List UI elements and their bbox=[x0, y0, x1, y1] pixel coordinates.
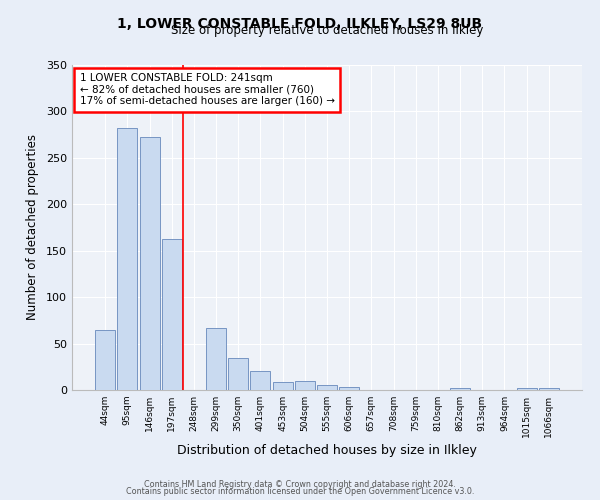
Bar bbox=[228, 358, 248, 390]
Bar bbox=[517, 388, 536, 390]
Bar bbox=[118, 128, 137, 390]
Text: Contains HM Land Registry data © Crown copyright and database right 2024.: Contains HM Land Registry data © Crown c… bbox=[144, 480, 456, 489]
Bar bbox=[272, 382, 293, 390]
Y-axis label: Number of detached properties: Number of detached properties bbox=[26, 134, 39, 320]
Title: Size of property relative to detached houses in Ilkley: Size of property relative to detached ho… bbox=[171, 24, 483, 38]
Bar bbox=[450, 388, 470, 390]
Bar bbox=[317, 386, 337, 390]
Bar bbox=[250, 372, 271, 390]
Text: 1 LOWER CONSTABLE FOLD: 241sqm
← 82% of detached houses are smaller (760)
17% of: 1 LOWER CONSTABLE FOLD: 241sqm ← 82% of … bbox=[80, 73, 335, 106]
Bar bbox=[95, 330, 115, 390]
Text: Contains public sector information licensed under the Open Government Licence v3: Contains public sector information licen… bbox=[126, 487, 474, 496]
X-axis label: Distribution of detached houses by size in Ilkley: Distribution of detached houses by size … bbox=[177, 444, 477, 457]
Bar bbox=[339, 387, 359, 390]
Text: 1, LOWER CONSTABLE FOLD, ILKLEY, LS29 8UB: 1, LOWER CONSTABLE FOLD, ILKLEY, LS29 8U… bbox=[118, 18, 482, 32]
Bar bbox=[162, 238, 182, 390]
Bar bbox=[295, 380, 315, 390]
Bar bbox=[140, 136, 160, 390]
Bar bbox=[539, 388, 559, 390]
Bar bbox=[206, 328, 226, 390]
